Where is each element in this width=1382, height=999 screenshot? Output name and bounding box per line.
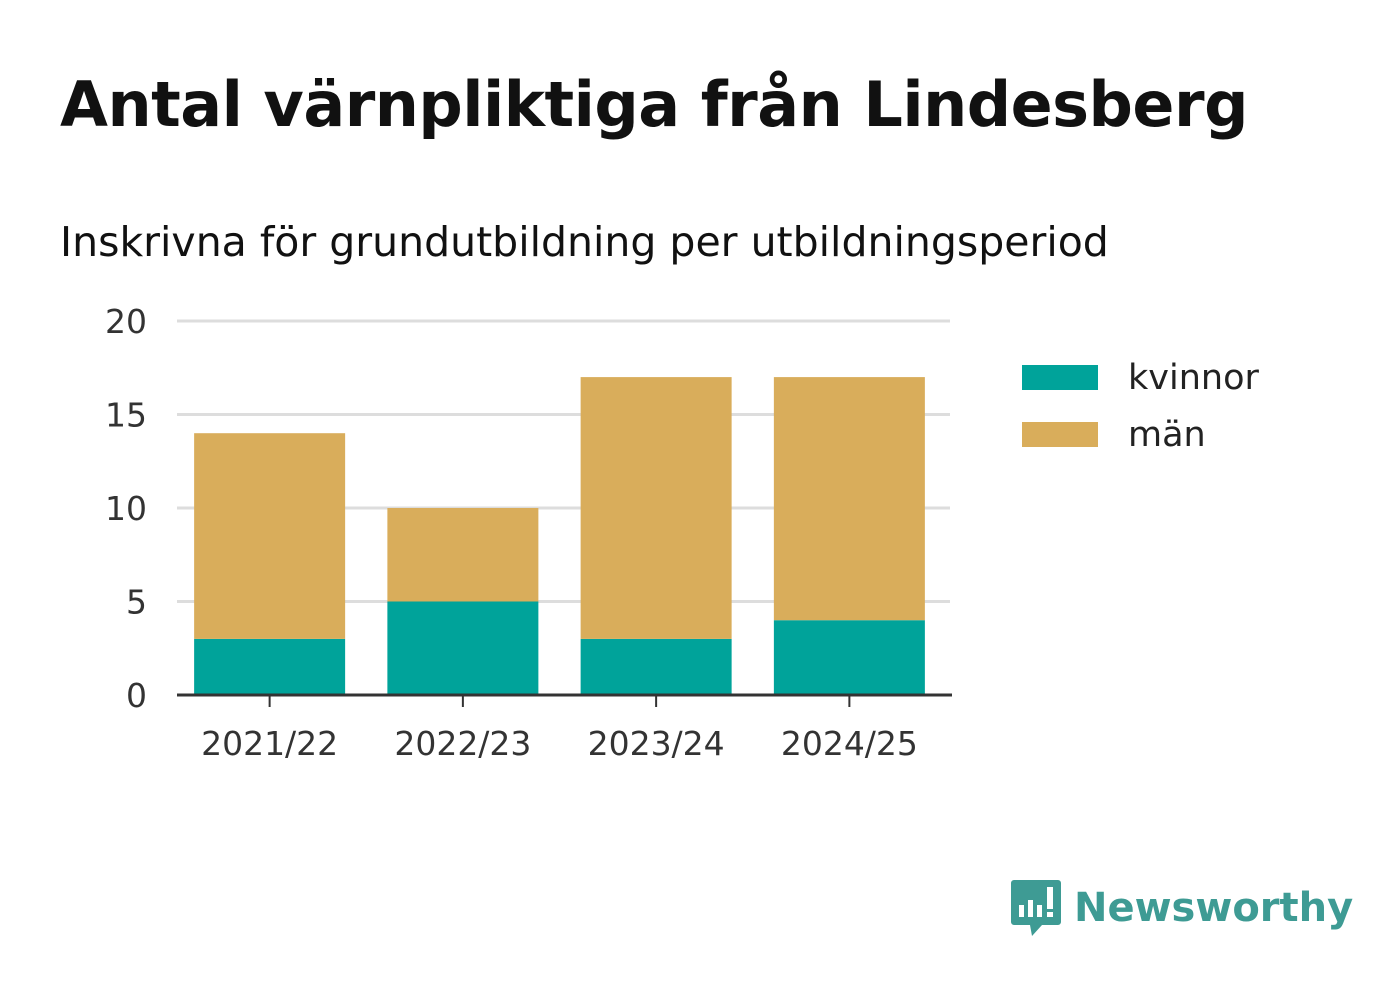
bar-kvinnor <box>194 638 346 695</box>
legend-label-kvinnor: kvinnor <box>1128 358 1259 398</box>
y-tick-label: 5 <box>126 583 147 622</box>
legend-label-män: män <box>1128 415 1206 455</box>
bar-kvinnor <box>580 638 732 695</box>
bar-män <box>387 508 539 602</box>
x-tick-label: 2022/23 <box>394 724 531 763</box>
newsworthy-logo-icon <box>1011 880 1061 936</box>
bar-män <box>580 377 732 639</box>
y-tick-label: 10 <box>105 489 147 528</box>
bar-kvinnor <box>773 620 925 695</box>
x-tick-label: 2021/22 <box>201 724 338 763</box>
chart-subtitle: Inskrivna för grundutbildning per utbild… <box>60 218 1109 266</box>
y-tick-label: 15 <box>105 396 147 435</box>
bar-män <box>194 433 346 639</box>
legend-swatch-män <box>1022 422 1098 447</box>
newsworthy-logo: Newsworthy <box>1010 878 1353 938</box>
x-tick-label: 2023/24 <box>588 724 725 763</box>
y-tick-label: 0 <box>126 676 147 715</box>
y-tick-label: 20 <box>105 302 147 341</box>
bar-kvinnor <box>387 601 539 695</box>
bar-män <box>773 377 925 621</box>
x-tick-label: 2024/25 <box>781 724 918 763</box>
chart-title: Antal värnpliktiga från Lindesberg <box>60 68 1248 141</box>
newsworthy-logo-text: Newsworthy <box>1074 885 1354 931</box>
legend-swatch-kvinnor <box>1022 365 1098 390</box>
